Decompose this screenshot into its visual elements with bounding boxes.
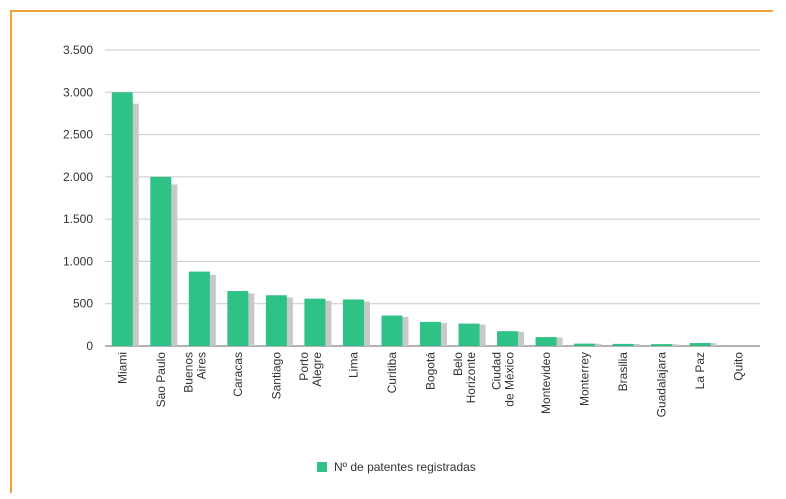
- bar: [535, 337, 557, 346]
- bar: [265, 295, 287, 346]
- bar: [574, 343, 596, 346]
- chart-frame: [10, 10, 773, 493]
- y-tick-label: 3.000: [63, 85, 93, 99]
- y-tick-label: 2.500: [63, 128, 93, 142]
- x-tick-label: Lima: [346, 352, 360, 378]
- legend-swatch: [317, 462, 327, 472]
- bar: [458, 323, 480, 346]
- y-tick-label: 500: [73, 297, 93, 311]
- x-tick-label: Caracas: [231, 352, 245, 397]
- x-tick-label: Sao Paulo: [154, 352, 168, 408]
- y-tick-label: 1.000: [63, 254, 93, 268]
- y-tick-label: 1.500: [63, 212, 93, 226]
- x-tick-label: Bogotá: [424, 352, 438, 390]
- y-tick-label: 0: [86, 339, 93, 353]
- bar: [420, 321, 441, 346]
- legend-label: Nº de patentes registradas: [334, 460, 476, 474]
- x-tick-label: Monterrey: [578, 352, 592, 406]
- bar: [111, 92, 133, 347]
- x-tick-label: Quito: [732, 352, 746, 381]
- x-tick-label: Brasilia: [616, 352, 630, 392]
- x-tick-label: BuenosAires: [181, 352, 208, 393]
- bar: [227, 291, 249, 346]
- bar: [304, 298, 326, 346]
- y-tick-label: 3.500: [63, 43, 93, 57]
- bar: [188, 271, 210, 346]
- bar: [342, 299, 364, 346]
- x-tick-label: Ciudadde México: [490, 352, 517, 407]
- x-tick-label: BeloHorizonte: [451, 352, 478, 404]
- bar: [612, 343, 634, 346]
- bar: [651, 344, 673, 346]
- x-tick-label: Curitiba: [385, 352, 399, 394]
- x-tick-label: Guadalajara: [655, 352, 669, 418]
- x-tick-label: La Paz: [693, 352, 707, 389]
- bar: [381, 315, 403, 346]
- x-tick-label: Montevideo: [539, 352, 553, 414]
- bar: [150, 176, 172, 346]
- x-tick-label: PortoAlegre: [297, 352, 324, 387]
- bar: [497, 331, 519, 346]
- x-tick-label: Miami: [115, 352, 129, 384]
- x-tick-label: Santiago: [269, 352, 283, 400]
- y-tick-label: 2.000: [63, 170, 93, 184]
- bar: [689, 343, 711, 346]
